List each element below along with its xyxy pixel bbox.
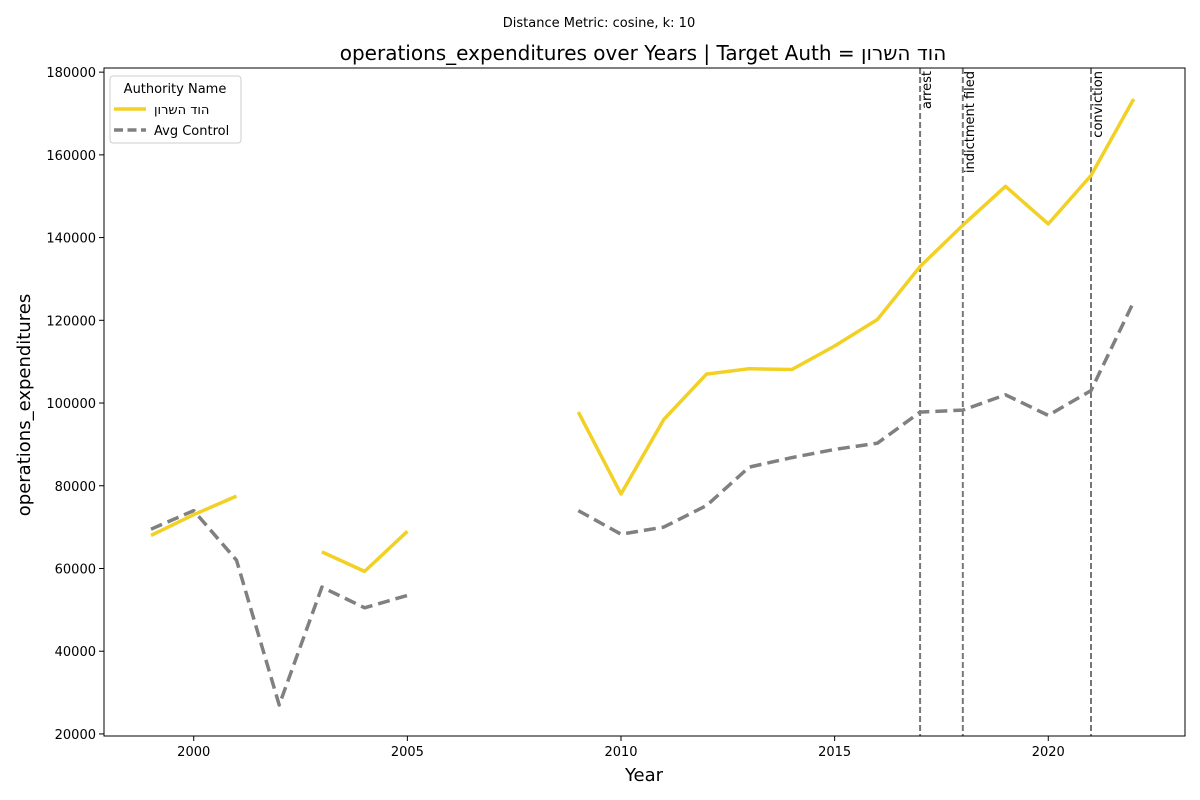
y-tick-label: 100000 <box>46 397 96 412</box>
y-tick-label: 80000 <box>55 480 96 495</box>
event-label-conviction: conviction <box>1091 71 1106 138</box>
legend-label-control: Avg Control <box>154 124 229 139</box>
legend-title: Authority Name <box>124 82 227 97</box>
x-tick-label: 2005 <box>391 745 424 760</box>
x-axis-ticks: 2000 2005 2010 2015 2020 <box>177 736 1065 760</box>
series-target <box>150 98 1136 574</box>
axes-frame <box>103 67 1186 737</box>
legend: Authority Name הוד השרון Avg Control <box>109 75 242 144</box>
y-tick-label: 180000 <box>46 66 96 81</box>
y-axis-ticks: 20000 40000 60000 80000 100000 120000 140000 16… <box>46 66 104 743</box>
y-tick-label: 40000 <box>55 645 96 660</box>
legend-label-target: הוד השרון <box>154 103 209 118</box>
series-control-segment <box>577 300 1136 536</box>
series-control <box>150 300 1136 707</box>
x-tick-label: 2020 <box>1032 745 1065 760</box>
y-tick-label: 160000 <box>46 149 96 164</box>
event-label-indictment-filed: indictment filed <box>963 71 978 173</box>
chart-title: operations_expenditures over Years | Tar… <box>340 41 947 65</box>
x-tick-label: 2000 <box>177 745 210 760</box>
legend-box <box>109 75 242 144</box>
plot-area: arrest indictment filed conviction <box>150 68 1136 736</box>
x-axis-label: Year <box>624 765 664 786</box>
series-target-segment <box>576 98 1136 496</box>
series-target-segment <box>150 494 238 537</box>
event-label-arrest: arrest <box>920 71 935 109</box>
x-tick-label: 2010 <box>604 745 637 760</box>
x-tick-label: 2015 <box>818 745 851 760</box>
series-target-segment <box>321 530 409 574</box>
y-axis-label: operations_expenditures <box>14 294 35 516</box>
chart-subtitle: Distance Metric: cosine, k: 10 <box>503 16 695 31</box>
y-tick-label: 20000 <box>55 728 96 743</box>
y-tick-label: 140000 <box>46 232 96 247</box>
series-control-segment <box>150 508 408 707</box>
y-tick-label: 60000 <box>55 562 96 577</box>
y-tick-label: 120000 <box>46 314 96 329</box>
